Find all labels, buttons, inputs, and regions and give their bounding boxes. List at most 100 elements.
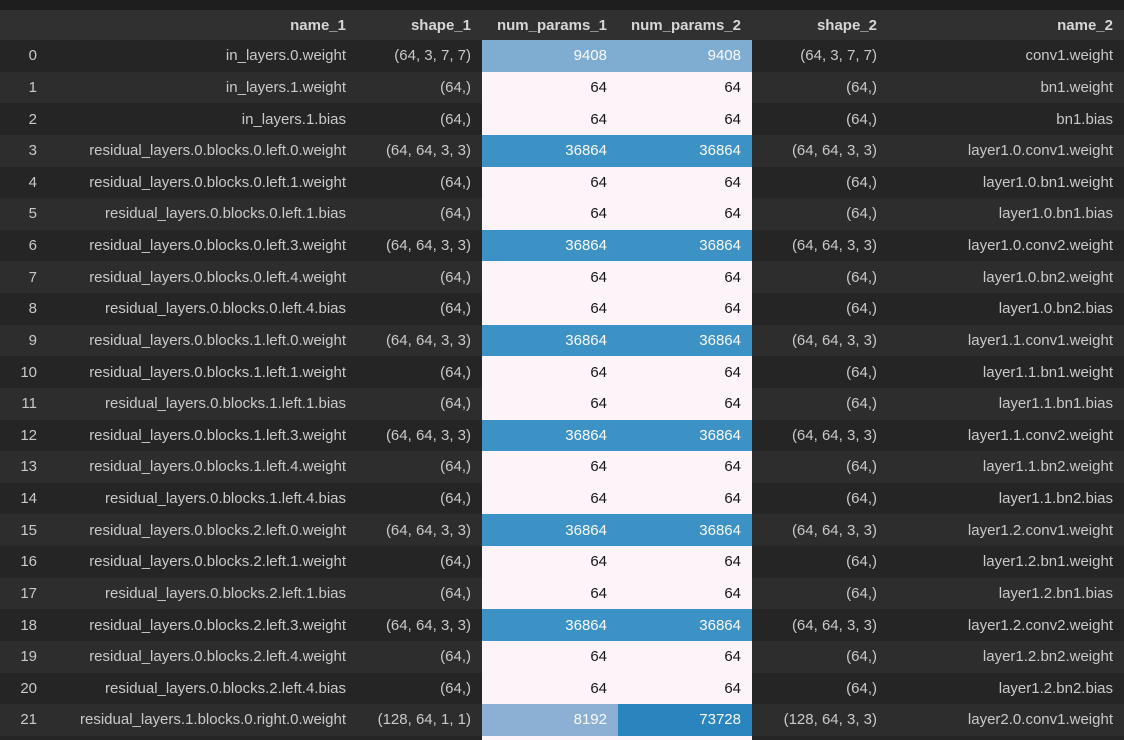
shape-1-cell: (64,) — [357, 103, 482, 135]
num-params-1-cell: 64 — [482, 198, 618, 230]
num-params-2-cell: 64 — [618, 71, 752, 104]
shape-2-cell: (64,) — [752, 482, 888, 515]
shape-1-cell: (64,) — [357, 672, 482, 705]
num-params-2-cell: 9408 — [618, 40, 752, 72]
num-params-2-cell: 64 — [618, 482, 752, 515]
row-index: 0 — [0, 40, 48, 72]
row-index: 7 — [0, 261, 48, 293]
table-row: 15 residual_layers.0.blocks.2.left.0.weig… — [0, 514, 1124, 546]
name-2-cell: layer1.1.bn1.bias — [888, 387, 1124, 420]
name-1-cell: residual_layers.0.blocks.2.left.4.weight — [48, 640, 357, 673]
row-index — [0, 735, 48, 740]
name-1-cell: residual_layers.0.blocks.0.left.0.weight — [48, 134, 357, 167]
name-2-cell: bn1.bias — [888, 103, 1124, 135]
num-params-1-cell: 36864 — [482, 514, 618, 546]
name-1-cell: residual_layers.0.blocks.1.left.4.bias — [48, 482, 357, 515]
shape-2-cell — [752, 735, 888, 740]
row-index: 20 — [0, 672, 48, 705]
shape-1-cell: (64, 3, 7, 7) — [357, 40, 482, 72]
name-1-cell: residual_layers.0.blocks.2.left.4.bias — [48, 672, 357, 705]
name-1-cell: residual_layers.0.blocks.2.left.3.weight — [48, 609, 357, 641]
shape-1-cell: (64,) — [357, 546, 482, 578]
name-1-cell: residual_layers.0.blocks.1.left.1.weight — [48, 356, 357, 388]
num-params-2-cell: 64 — [618, 640, 752, 673]
table-row: 8 residual_layers.0.blocks.0.left.4.bias (… — [0, 293, 1124, 325]
row-index: 6 — [0, 229, 48, 262]
shape-1-cell: (64,) — [357, 640, 482, 673]
name-1-cell: residual_layers.0.blocks.2.left.0.weight — [48, 514, 357, 546]
num-params-1-cell: 64 — [482, 356, 618, 388]
name-2-cell: layer1.0.bn1.weight — [888, 166, 1124, 199]
shape-2-cell: (64,) — [752, 293, 888, 325]
num-params-2-cell: 36864 — [618, 514, 752, 546]
column-header-name-1: name_1 — [48, 10, 357, 40]
column-header-num-params-2: num_params_2 — [618, 10, 752, 40]
shape-2-cell: (64, 64, 3, 3) — [752, 229, 888, 262]
table-row: 3 residual_layers.0.blocks.0.left.0.weigh… — [0, 134, 1124, 167]
row-index: 5 — [0, 198, 48, 230]
name-2-cell: layer1.2.bn2.weight — [888, 640, 1124, 673]
shape-2-cell: (64,) — [752, 103, 888, 135]
shape-1-cell: (64, 64, 3, 3) — [357, 514, 482, 546]
column-header-name-2: name_2 — [888, 10, 1124, 40]
num-params-2-cell: 36864 — [618, 229, 752, 262]
table-row: 18 residual_layers.0.blocks.2.left.3.weig… — [0, 609, 1124, 641]
shape-1-cell: (64,) — [357, 577, 482, 610]
num-params-1-cell: 64 — [482, 166, 618, 199]
shape-2-cell: (128, 64, 3, 3) — [752, 704, 888, 736]
num-params-2-cell: 36864 — [618, 324, 752, 357]
table-body: 0 in_layers.0.weight (64, 3, 7, 7) 9408 9408… — [0, 40, 1124, 740]
name-2-cell: conv1.weight — [888, 40, 1124, 72]
shape-1-cell: (64, 64, 3, 3) — [357, 609, 482, 641]
shape-2-cell: (64,) — [752, 166, 888, 199]
shape-1-cell: (64,) — [357, 356, 482, 388]
num-params-2-cell: 64 — [618, 387, 752, 420]
name-2-cell: layer1.2.bn1.weight — [888, 546, 1124, 578]
name-2-cell: layer1.0.conv2.weight — [888, 229, 1124, 262]
row-index: 8 — [0, 293, 48, 325]
column-header-num-params-1: num_params_1 — [482, 10, 618, 40]
num-params-1-cell: 36864 — [482, 229, 618, 262]
num-params-1-cell: 64 — [482, 577, 618, 610]
name-1-cell: residual_layers.1.blocks.0.right.0.weigh… — [48, 704, 357, 736]
name-1-cell: residual_layers.0.blocks.1.left.1.bias — [48, 387, 357, 420]
table-row: 13 residual_layers.0.blocks.1.left.4.weig… — [0, 451, 1124, 483]
num-params-1-cell: 36864 — [482, 134, 618, 167]
num-params-2-cell: 64 — [618, 166, 752, 199]
num-params-2-cell: 73728 — [618, 704, 752, 736]
name-2-cell: layer1.0.bn2.bias — [888, 293, 1124, 325]
name-2-cell: layer1.1.bn2.weight — [888, 451, 1124, 483]
row-index: 18 — [0, 609, 48, 641]
num-params-2-cell: 36864 — [618, 134, 752, 167]
name-1-cell: residual_layers.0.blocks.0.left.4.bias — [48, 293, 357, 325]
shape-2-cell: (64,) — [752, 71, 888, 104]
column-header-index — [0, 10, 48, 40]
shape-1-cell: (64,) — [357, 198, 482, 230]
shape-2-cell: (64,) — [752, 198, 888, 230]
row-index: 21 — [0, 704, 48, 736]
shape-2-cell: (64,) — [752, 577, 888, 610]
row-index: 4 — [0, 166, 48, 199]
shape-2-cell: (64, 64, 3, 3) — [752, 134, 888, 167]
num-params-1-cell — [482, 735, 618, 740]
num-params-2-cell: 64 — [618, 293, 752, 325]
name-1-cell: in_layers.1.bias — [48, 103, 357, 135]
shape-1-cell: (64,) — [357, 166, 482, 199]
row-index: 16 — [0, 546, 48, 578]
shape-1-cell: (64,) — [357, 482, 482, 515]
shape-2-cell: (64,) — [752, 451, 888, 483]
shape-2-cell: (64, 64, 3, 3) — [752, 514, 888, 546]
shape-2-cell: (64,) — [752, 387, 888, 420]
column-header-shape-1: shape_1 — [357, 10, 482, 40]
table-row: 21 residual_layers.1.blocks.0.right.0.wei… — [0, 704, 1124, 736]
column-header-shape-2: shape_2 — [752, 10, 888, 40]
row-index: 14 — [0, 482, 48, 515]
table-row: 0 in_layers.0.weight (64, 3, 7, 7) 9408 9408… — [0, 40, 1124, 72]
num-params-1-cell: 36864 — [482, 419, 618, 452]
row-index: 11 — [0, 387, 48, 420]
table-row: 17 residual_layers.0.blocks.2.left.1.bias… — [0, 577, 1124, 610]
num-params-1-cell: 64 — [482, 71, 618, 104]
num-params-1-cell: 64 — [482, 387, 618, 420]
num-params-1-cell: 64 — [482, 261, 618, 293]
